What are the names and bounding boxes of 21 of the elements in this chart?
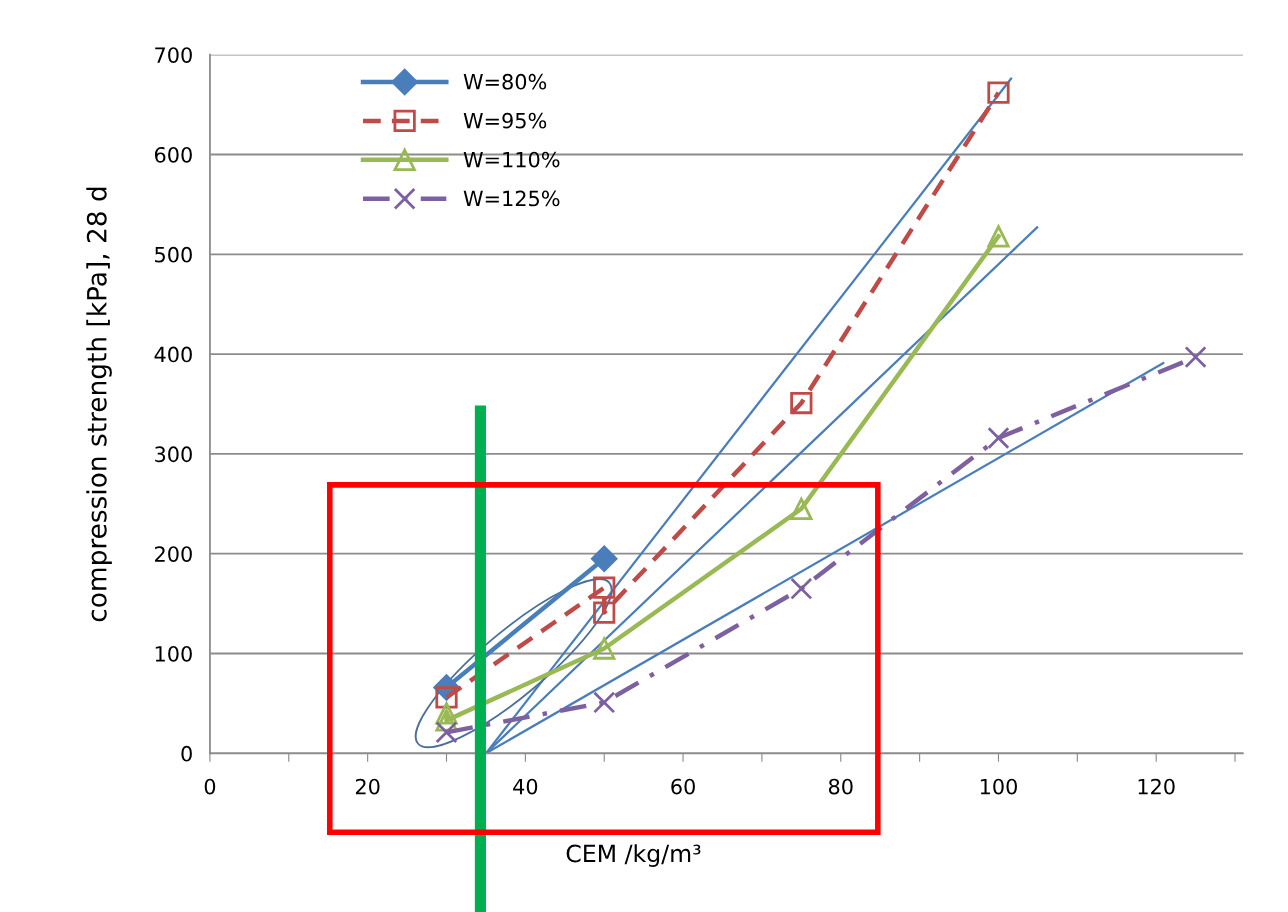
y-tick-label: 200 — [155, 546, 192, 562]
y-tick-label: 0 — [181, 745, 192, 762]
x-tick-label: 40 — [513, 778, 538, 795]
y-tick-label: 300 — [155, 446, 192, 463]
legend-label: W=125% — [463, 190, 560, 207]
y-tick-label: 400 — [154, 346, 192, 363]
y-tick-label: 600 — [154, 146, 192, 163]
x-tick-label: 100 — [980, 778, 1017, 795]
legend-label: W=95% — [463, 112, 547, 129]
y-tick-label: 100 — [155, 645, 192, 662]
legend-label: W=110% — [463, 151, 560, 168]
y-axis-title: compression strength [kPa], 28 d — [86, 187, 112, 622]
x-tick-label: 120 — [1138, 778, 1175, 795]
x-axis-title: CEM /kg/m³ — [566, 844, 701, 867]
y-tick-label: 500 — [155, 246, 192, 263]
x-tick-label: 20 — [355, 778, 380, 795]
x-tick-label: 0 — [204, 778, 216, 795]
legend-label: W=80% — [463, 73, 547, 90]
y-tick-label: 700 — [155, 47, 192, 63]
x-tick-label: 80 — [828, 778, 853, 795]
x-tick-label: 60 — [671, 778, 695, 795]
